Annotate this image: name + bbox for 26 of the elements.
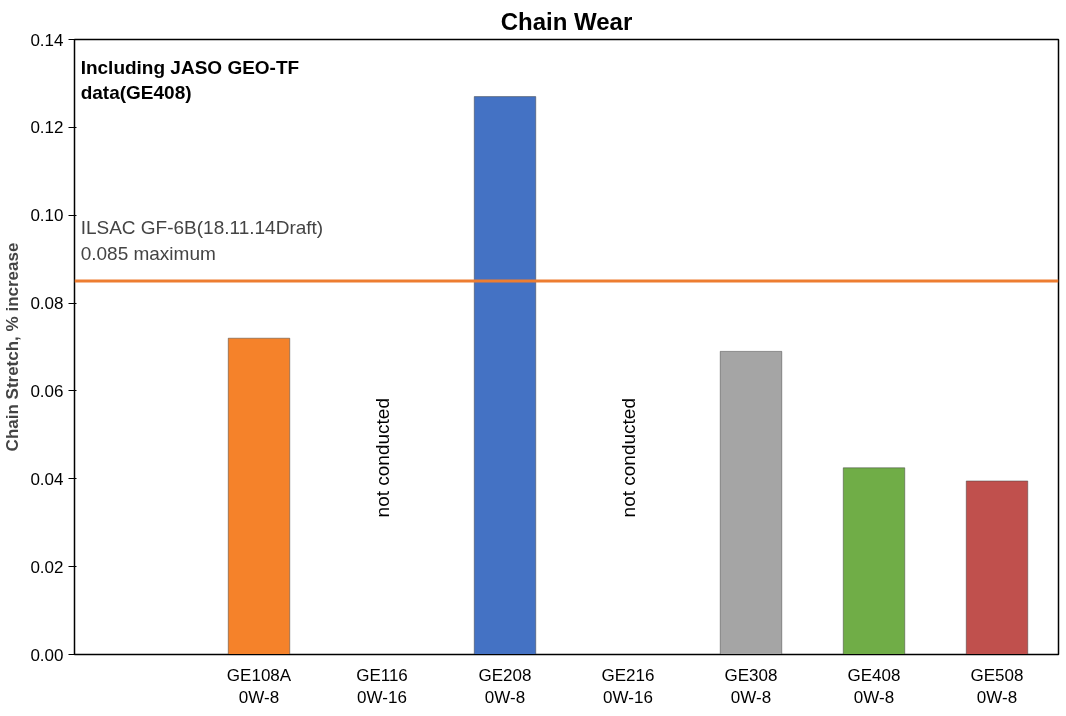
x-tick-label: GE208 0W-8 (478, 665, 532, 708)
x-tick-label: GE108A 0W-8 (226, 665, 292, 708)
bar (843, 467, 905, 655)
annotation: Including JASO GEO-TF data(GE408) (80, 57, 300, 104)
annotation: not conducted (617, 398, 639, 518)
bar (474, 96, 536, 655)
y-tick-label: 0.02 (30, 557, 64, 577)
y-axis-title: Chain Stretch, % increase (3, 242, 23, 452)
y-tick-label: 0.08 (30, 294, 64, 314)
y-tick-label: 0.10 (30, 206, 64, 226)
y-tick-label: 0.06 (30, 381, 64, 401)
x-tick-label: GE116 0W-16 (356, 665, 408, 708)
x-tick-label: GE216 0W-16 (601, 665, 655, 708)
ref-line-label: ILSAC GF-6B(18.11.14Draft) 0.085 maximum (80, 217, 324, 264)
bar (966, 480, 1028, 655)
bar (228, 337, 290, 655)
x-tick-label: GE508 0W-8 (970, 665, 1024, 708)
y-tick-label: 0.12 (30, 118, 64, 138)
x-tick-label: GE308 0W-8 (724, 665, 778, 708)
chart-title: Chain Wear (500, 7, 633, 35)
y-tick-label: 0.04 (30, 469, 64, 489)
annotation: not conducted (371, 398, 393, 518)
y-tick-label: 0.00 (30, 645, 64, 665)
x-tick-label: GE408 0W-8 (847, 665, 901, 708)
bar (720, 351, 782, 655)
y-tick-label: 0.14 (30, 30, 64, 50)
